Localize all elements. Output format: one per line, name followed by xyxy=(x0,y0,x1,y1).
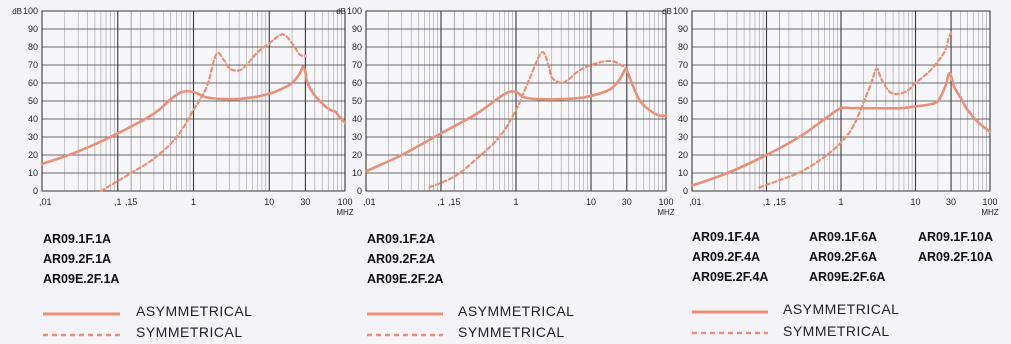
x-tick-label: 30 xyxy=(946,197,956,207)
y-tick-label: 100 xyxy=(23,6,38,16)
y-tick-label: 0 xyxy=(357,186,362,196)
y-tick-label: 100 xyxy=(673,6,688,16)
x-tick-label: 1 xyxy=(838,197,843,207)
legend-symmetrical-label: SYMMETRICAL xyxy=(783,323,890,339)
model-label: AR09E.2F.1A xyxy=(43,272,120,286)
x-tick-label: 10 xyxy=(910,197,920,207)
y-tick-label: 60 xyxy=(28,78,38,88)
x-tick-label: 1 xyxy=(513,197,518,207)
x-tick-label: ,1 xyxy=(114,197,122,207)
y-tick-label: 0 xyxy=(683,186,688,196)
x-tick-label: ,1 xyxy=(763,197,771,207)
y-tick-label: 10 xyxy=(28,168,38,178)
x-tick-label: 100 xyxy=(982,197,997,207)
y-tick-label: 20 xyxy=(678,150,688,160)
model-label: AR09.2F.10A xyxy=(918,250,994,264)
legend-symmetrical-label: SYMMETRICAL xyxy=(458,324,565,340)
x-tick-label: 30 xyxy=(300,197,310,207)
model-label: AR09.1F.2A xyxy=(367,232,436,246)
x-tick-label: 1 xyxy=(191,197,196,207)
series-line-asymmetrical xyxy=(690,71,992,187)
y-tick-label: 50 xyxy=(28,96,38,106)
y-tick-label: 70 xyxy=(352,60,362,70)
y-tick-label: 30 xyxy=(28,132,38,142)
series-line-symmetrical xyxy=(428,50,628,189)
x-tick-label: 100 xyxy=(337,197,352,207)
x-tick-label: 100 xyxy=(658,197,673,207)
y-tick-label: 20 xyxy=(352,150,362,160)
model-label: AR09.2F.6A xyxy=(809,250,878,264)
y-tick-label: 90 xyxy=(352,24,362,34)
x-tick-label: 10 xyxy=(264,197,274,207)
y-tick-label: 90 xyxy=(678,24,688,34)
x-tick-label: ,15 xyxy=(773,197,786,207)
legend-symmetrical-label: SYMMETRICAL xyxy=(136,324,243,340)
y-tick-label: 100 xyxy=(347,6,362,16)
model-label: AR09.2F.1A xyxy=(43,252,112,266)
model-label: AR09.2F.4A xyxy=(692,250,761,264)
model-label: AR09E.2F.6A xyxy=(809,270,886,284)
y-tick-label: 50 xyxy=(352,96,362,106)
y-tick-label: 60 xyxy=(352,78,362,88)
y-tick-label: 0 xyxy=(33,186,38,196)
legend-asymmetrical-label: ASYMMETRICAL xyxy=(458,303,575,319)
model-label: AR09.2F.2A xyxy=(367,252,436,266)
y-tick-label: 20 xyxy=(28,150,38,160)
model-list-2: AR09.1F.2A AR09.2F.2A AR09E.2F.2A xyxy=(367,229,443,289)
model-list-3b: AR09.1F.6A AR09.2F.6A AR09E.2F.6A xyxy=(809,227,885,287)
x-tick-label: ,01 xyxy=(363,197,376,207)
x-tick-label: 30 xyxy=(622,197,632,207)
y-tick-label: 80 xyxy=(678,42,688,52)
x-tick-label: ,1 xyxy=(437,197,445,207)
legend-asymmetrical-label: ASYMMETRICAL xyxy=(136,303,253,319)
y-tick-label: 40 xyxy=(352,114,362,124)
x-axis-unit: MHZ xyxy=(336,208,353,217)
y-tick-label: 50 xyxy=(678,96,688,106)
y-axis-unit: dB xyxy=(662,7,672,16)
series-line-asymmetrical xyxy=(40,65,347,166)
y-tick-label: 30 xyxy=(352,132,362,142)
y-tick-label: 70 xyxy=(28,60,38,70)
y-tick-label: 10 xyxy=(678,168,688,178)
legend-asymmetrical-label: ASYMMETRICAL xyxy=(783,301,900,317)
y-axis-unit: dB xyxy=(336,7,346,16)
y-tick-label: 10 xyxy=(352,168,362,178)
model-list-3a: AR09.1F.4A AR09.2F.4A AR09E.2F.4A xyxy=(692,227,768,287)
y-tick-label: 80 xyxy=(352,42,362,52)
model-label: AR09E.2F.2A xyxy=(367,272,444,286)
y-tick-label: 40 xyxy=(678,114,688,124)
x-axis-unit: MHZ xyxy=(981,208,998,217)
series-line-symmetrical xyxy=(758,31,953,189)
y-tick-label: 90 xyxy=(28,24,38,34)
y-axis-unit: dB xyxy=(12,7,22,16)
model-label: AR09.1F.4A xyxy=(692,230,761,244)
model-list-1: AR09.1F.1A AR09.2F.1A AR09E.2F.1A xyxy=(43,229,119,289)
model-label: AR09.1F.6A xyxy=(809,230,878,244)
series-line-symmetrical xyxy=(99,33,307,193)
y-tick-label: 40 xyxy=(28,114,38,124)
y-tick-label: 60 xyxy=(678,78,688,88)
x-axis-unit: MHZ xyxy=(657,208,674,217)
y-tick-label: 30 xyxy=(678,132,688,142)
series-line-asymmetrical xyxy=(364,67,668,173)
model-label: AR09.1F.1A xyxy=(43,232,112,246)
model-label: AR09E.2F.4A xyxy=(692,270,769,284)
x-tick-label: ,15 xyxy=(448,197,461,207)
model-list-3c: AR09.1F.10A AR09.2F.10A xyxy=(918,227,993,267)
x-tick-label: ,01 xyxy=(689,197,702,207)
y-tick-label: 80 xyxy=(28,42,38,52)
model-label: AR09.1F.10A xyxy=(918,230,994,244)
x-tick-label: 10 xyxy=(586,197,596,207)
y-tick-label: 70 xyxy=(678,60,688,70)
x-tick-label: ,01 xyxy=(39,197,52,207)
x-tick-label: ,15 xyxy=(125,197,138,207)
